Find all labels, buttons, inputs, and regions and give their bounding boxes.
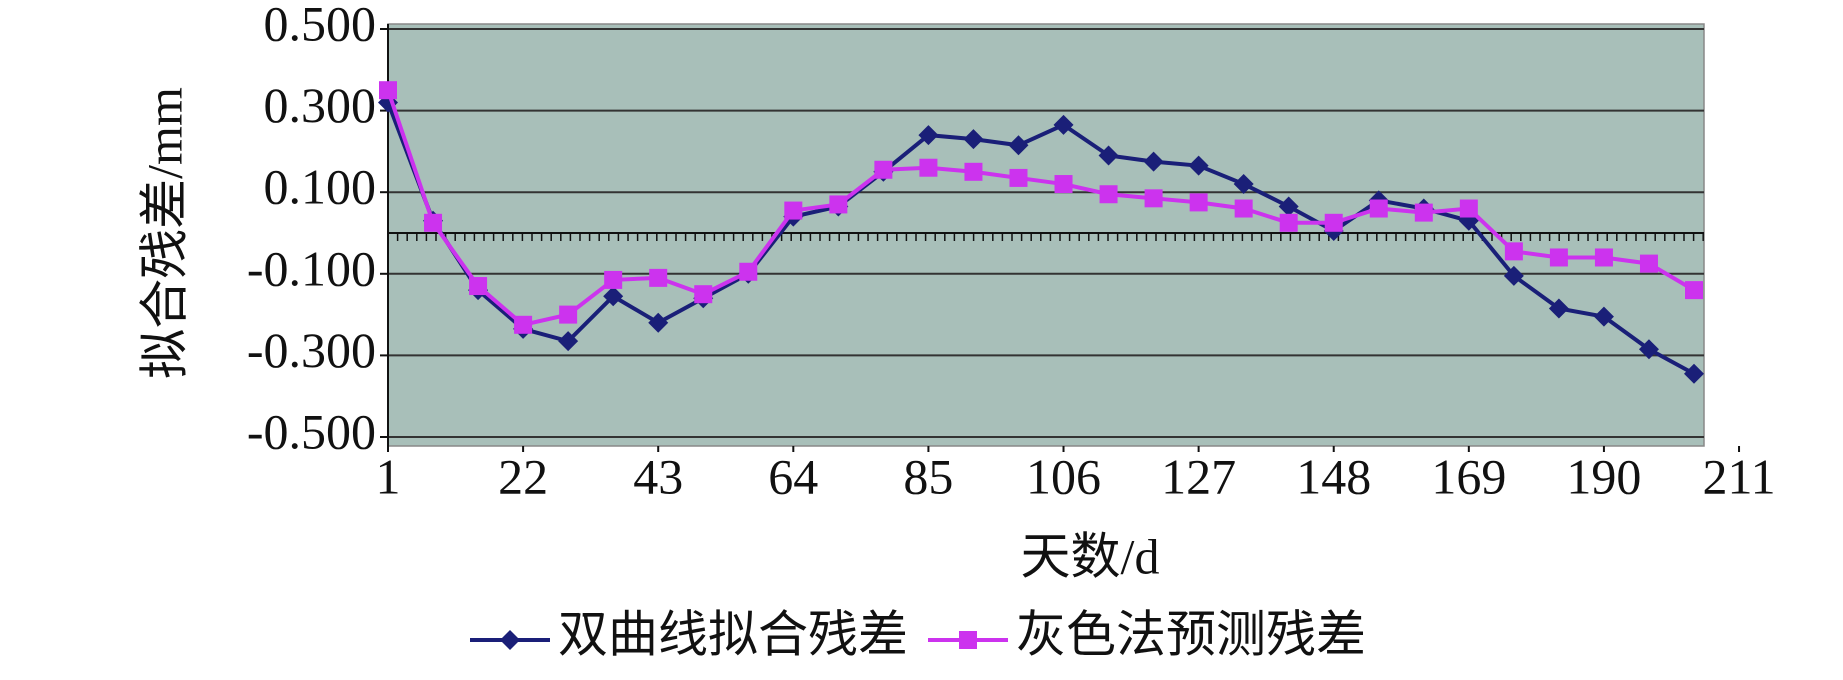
point [1054,175,1073,194]
point [694,285,713,304]
point [919,158,938,177]
point [559,305,578,324]
point [874,160,893,179]
point [424,213,443,232]
point [604,270,623,289]
point [1548,298,1569,319]
point [1008,135,1029,156]
legend-label: 灰色法预测残差 [1016,606,1366,662]
legend-label: 双曲线拟合残差 [558,606,908,662]
point [379,81,397,100]
x-tick-label: 22 [498,448,548,504]
point [784,201,803,220]
point [649,268,668,287]
x-axis-title: 天数/d [1021,528,1160,584]
point [1503,265,1524,286]
point [1144,189,1163,208]
point [1685,281,1703,300]
x-tick-label: 1 [376,448,401,504]
y-tick-label: 0.100 [264,159,377,215]
point [964,162,983,181]
legend-marker [500,630,520,650]
point [1549,248,1568,267]
x-tick-label: 85 [903,448,953,504]
point [1504,242,1523,261]
point [648,312,669,333]
point [1009,168,1028,187]
point [963,129,984,150]
point [1053,114,1074,135]
x-tick-label: 106 [1026,448,1101,504]
point [1098,145,1119,166]
point [918,125,939,146]
y-tick-label: 0.300 [264,77,377,133]
point [1369,199,1388,218]
x-tick-label: 64 [768,448,818,504]
y-tick-label: -0.500 [247,403,376,459]
point [1594,248,1613,267]
y-axis-title: 拟合残差/mm [136,87,192,379]
point [739,262,758,281]
x-tick-label: 148 [1296,448,1371,504]
legend-marker [959,631,977,649]
x-tick-label: 190 [1566,448,1641,504]
point [1684,363,1704,384]
point [1459,199,1478,218]
plot-area [387,23,1705,447]
point [1188,155,1209,176]
point [829,195,848,214]
line [386,101,1695,376]
point [1639,254,1658,273]
point [558,331,579,352]
point [1143,151,1164,172]
y-tick-label: 0.500 [264,0,377,51]
point [1189,193,1208,212]
point [1278,196,1299,217]
point [514,315,533,334]
point [1593,306,1614,327]
point [603,286,624,307]
series [379,81,1703,334]
point [1414,203,1433,222]
point [1638,339,1659,360]
point [1234,199,1253,218]
point [469,277,488,296]
x-tick-label: 211 [1702,448,1775,504]
point [1099,185,1118,204]
y-tick-label: -0.300 [247,322,376,378]
x-tick-label: 43 [633,448,683,504]
y-tick-label: -0.100 [247,240,376,296]
x-tick-label: 127 [1161,448,1236,504]
point [1279,213,1298,232]
point [1233,174,1254,195]
point [1324,213,1343,232]
x-tick-label: 169 [1431,448,1506,504]
